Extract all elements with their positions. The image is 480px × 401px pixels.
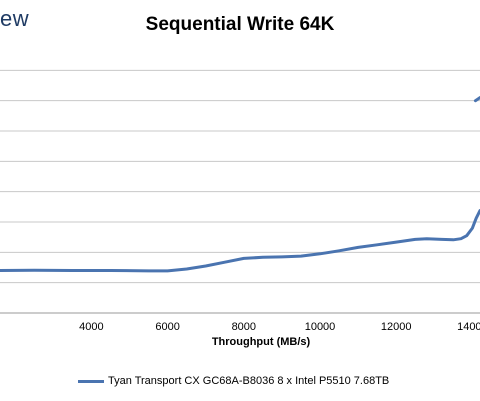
x-tick-label-6000: 6000 — [155, 321, 179, 333]
x-tick-label-8000: 8000 — [232, 321, 256, 333]
x-tick-label-4000: 4000 — [79, 321, 103, 333]
x-tick-label-12000: 12000 — [381, 321, 412, 333]
x-tick-label-14000: 14000 — [457, 321, 480, 333]
brand-logo-text: ew — [0, 6, 30, 31]
legend-entry-label: Tyan Transport CX GC68A-B8036 8 x Intel … — [108, 375, 390, 387]
gridlines — [0, 69, 480, 314]
x-tick-label-10000: 10000 — [305, 321, 336, 333]
legend-swatch — [78, 379, 104, 383]
chart-title: Sequential Write 64K — [145, 14, 335, 35]
series-line-0 — [0, 209, 480, 273]
series-line-1 — [473, 96, 480, 103]
x-axis-label: Throughput (MB/s) — [211, 336, 311, 348]
legend: Tyan Transport CX GC68A-B8036 8 x Intel … — [78, 374, 389, 388]
series-lines — [0, 96, 480, 273]
x-tick-labels: 4000 6000 8000 10000 12000 14000 — [79, 321, 480, 333]
